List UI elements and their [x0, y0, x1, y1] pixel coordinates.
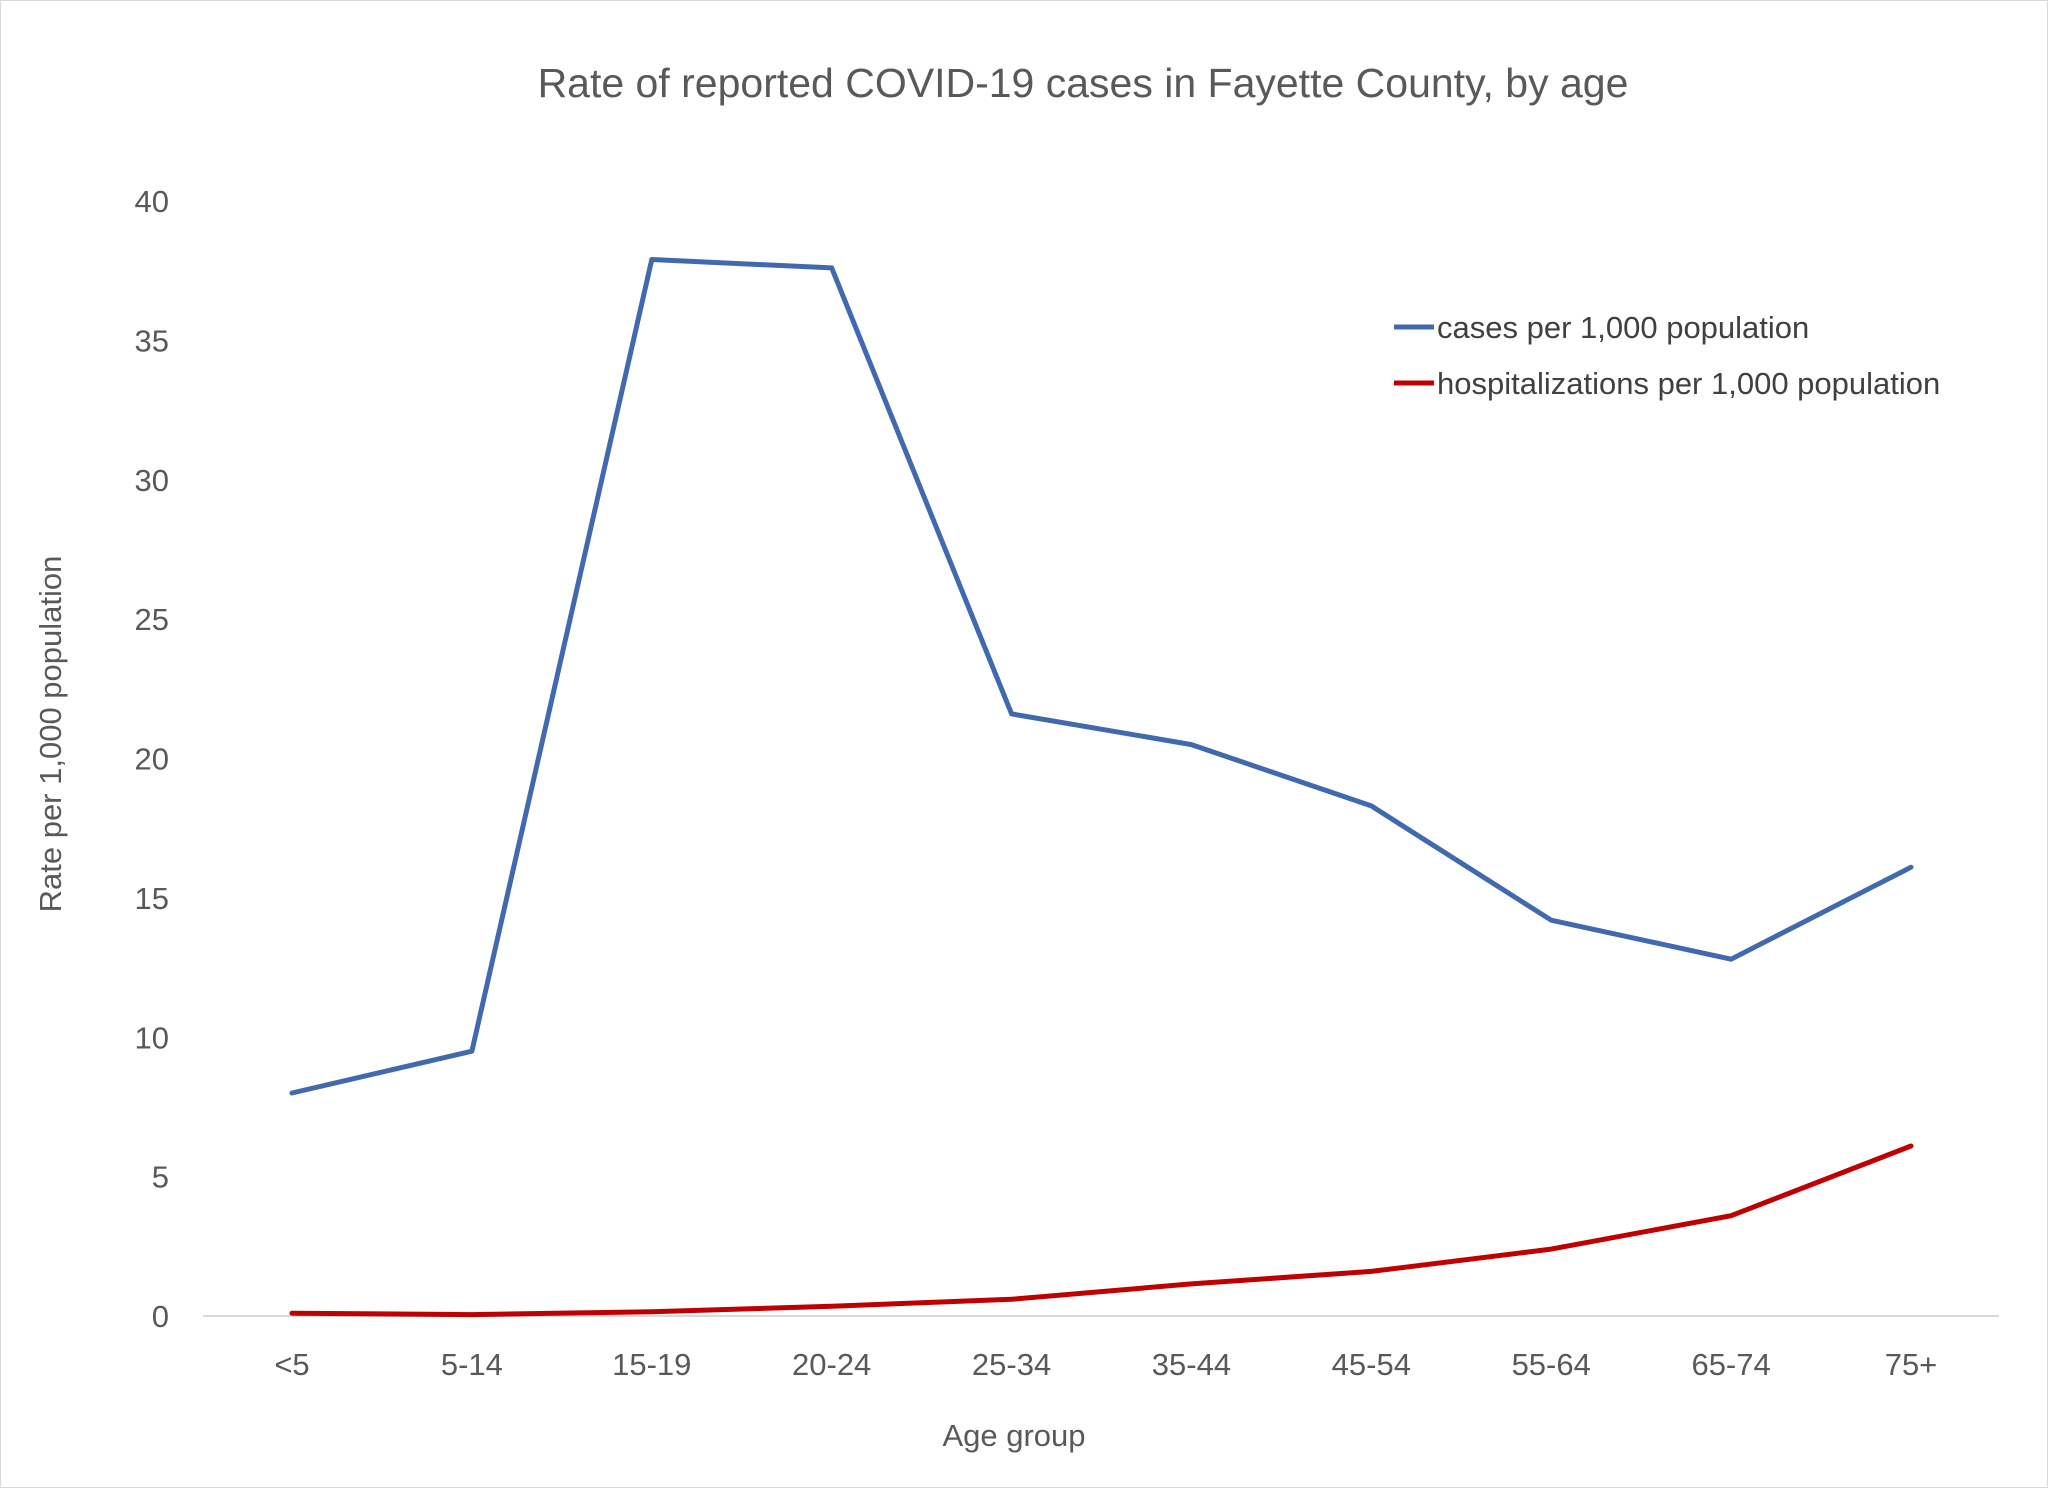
y-tick-label: 35	[135, 323, 169, 358]
x-tick-label: 20-24	[792, 1347, 871, 1382]
series-line-1	[289, 1143, 1914, 1318]
x-tick-label: 45-54	[1332, 1347, 1411, 1382]
y-tick-label: 20	[135, 742, 169, 777]
series-lines	[289, 257, 1914, 1318]
x-tick-label: 55-64	[1512, 1347, 1591, 1382]
y-tick-label: 30	[135, 463, 169, 498]
legend: cases per 1,000 population hospitalizati…	[1394, 310, 1940, 401]
y-tick-label: 15	[135, 881, 169, 916]
x-tick-labels: <5 5-14 15-19 20-24 25-34 35-44 45-54 55-64 65-7…	[274, 1347, 1937, 1382]
legend-label-cases: cases per 1,000 population	[1437, 310, 1809, 345]
x-axis-title: Age group	[942, 1418, 1085, 1453]
y-tick-label: 25	[135, 602, 169, 637]
x-tick-label: <5	[274, 1347, 309, 1382]
y-tick-label: 10	[135, 1020, 169, 1055]
x-tick-label: 35-44	[1152, 1347, 1231, 1382]
x-tick-label: 15-19	[612, 1347, 691, 1382]
y-tick-label: 0	[152, 1299, 169, 1334]
y-tick-label: 40	[135, 184, 169, 219]
y-axis-title: Rate per 1,000 population	[33, 556, 68, 913]
y-tick-labels: 0 5 10 15 20 25 30 35 40	[135, 184, 169, 1334]
chart-title: Rate of reported COVID-19 cases in Fayet…	[538, 60, 1629, 106]
x-tick-label: 75+	[1885, 1347, 1938, 1382]
y-tick-label: 5	[152, 1160, 169, 1195]
legend-label-hospitalizations: hospitalizations per 1,000 population	[1437, 366, 1940, 401]
x-tick-label: 25-34	[972, 1347, 1051, 1382]
series-line-0	[289, 257, 1914, 1096]
x-tick-label: 5-14	[441, 1347, 503, 1382]
x-tick-label: 65-74	[1691, 1347, 1770, 1382]
